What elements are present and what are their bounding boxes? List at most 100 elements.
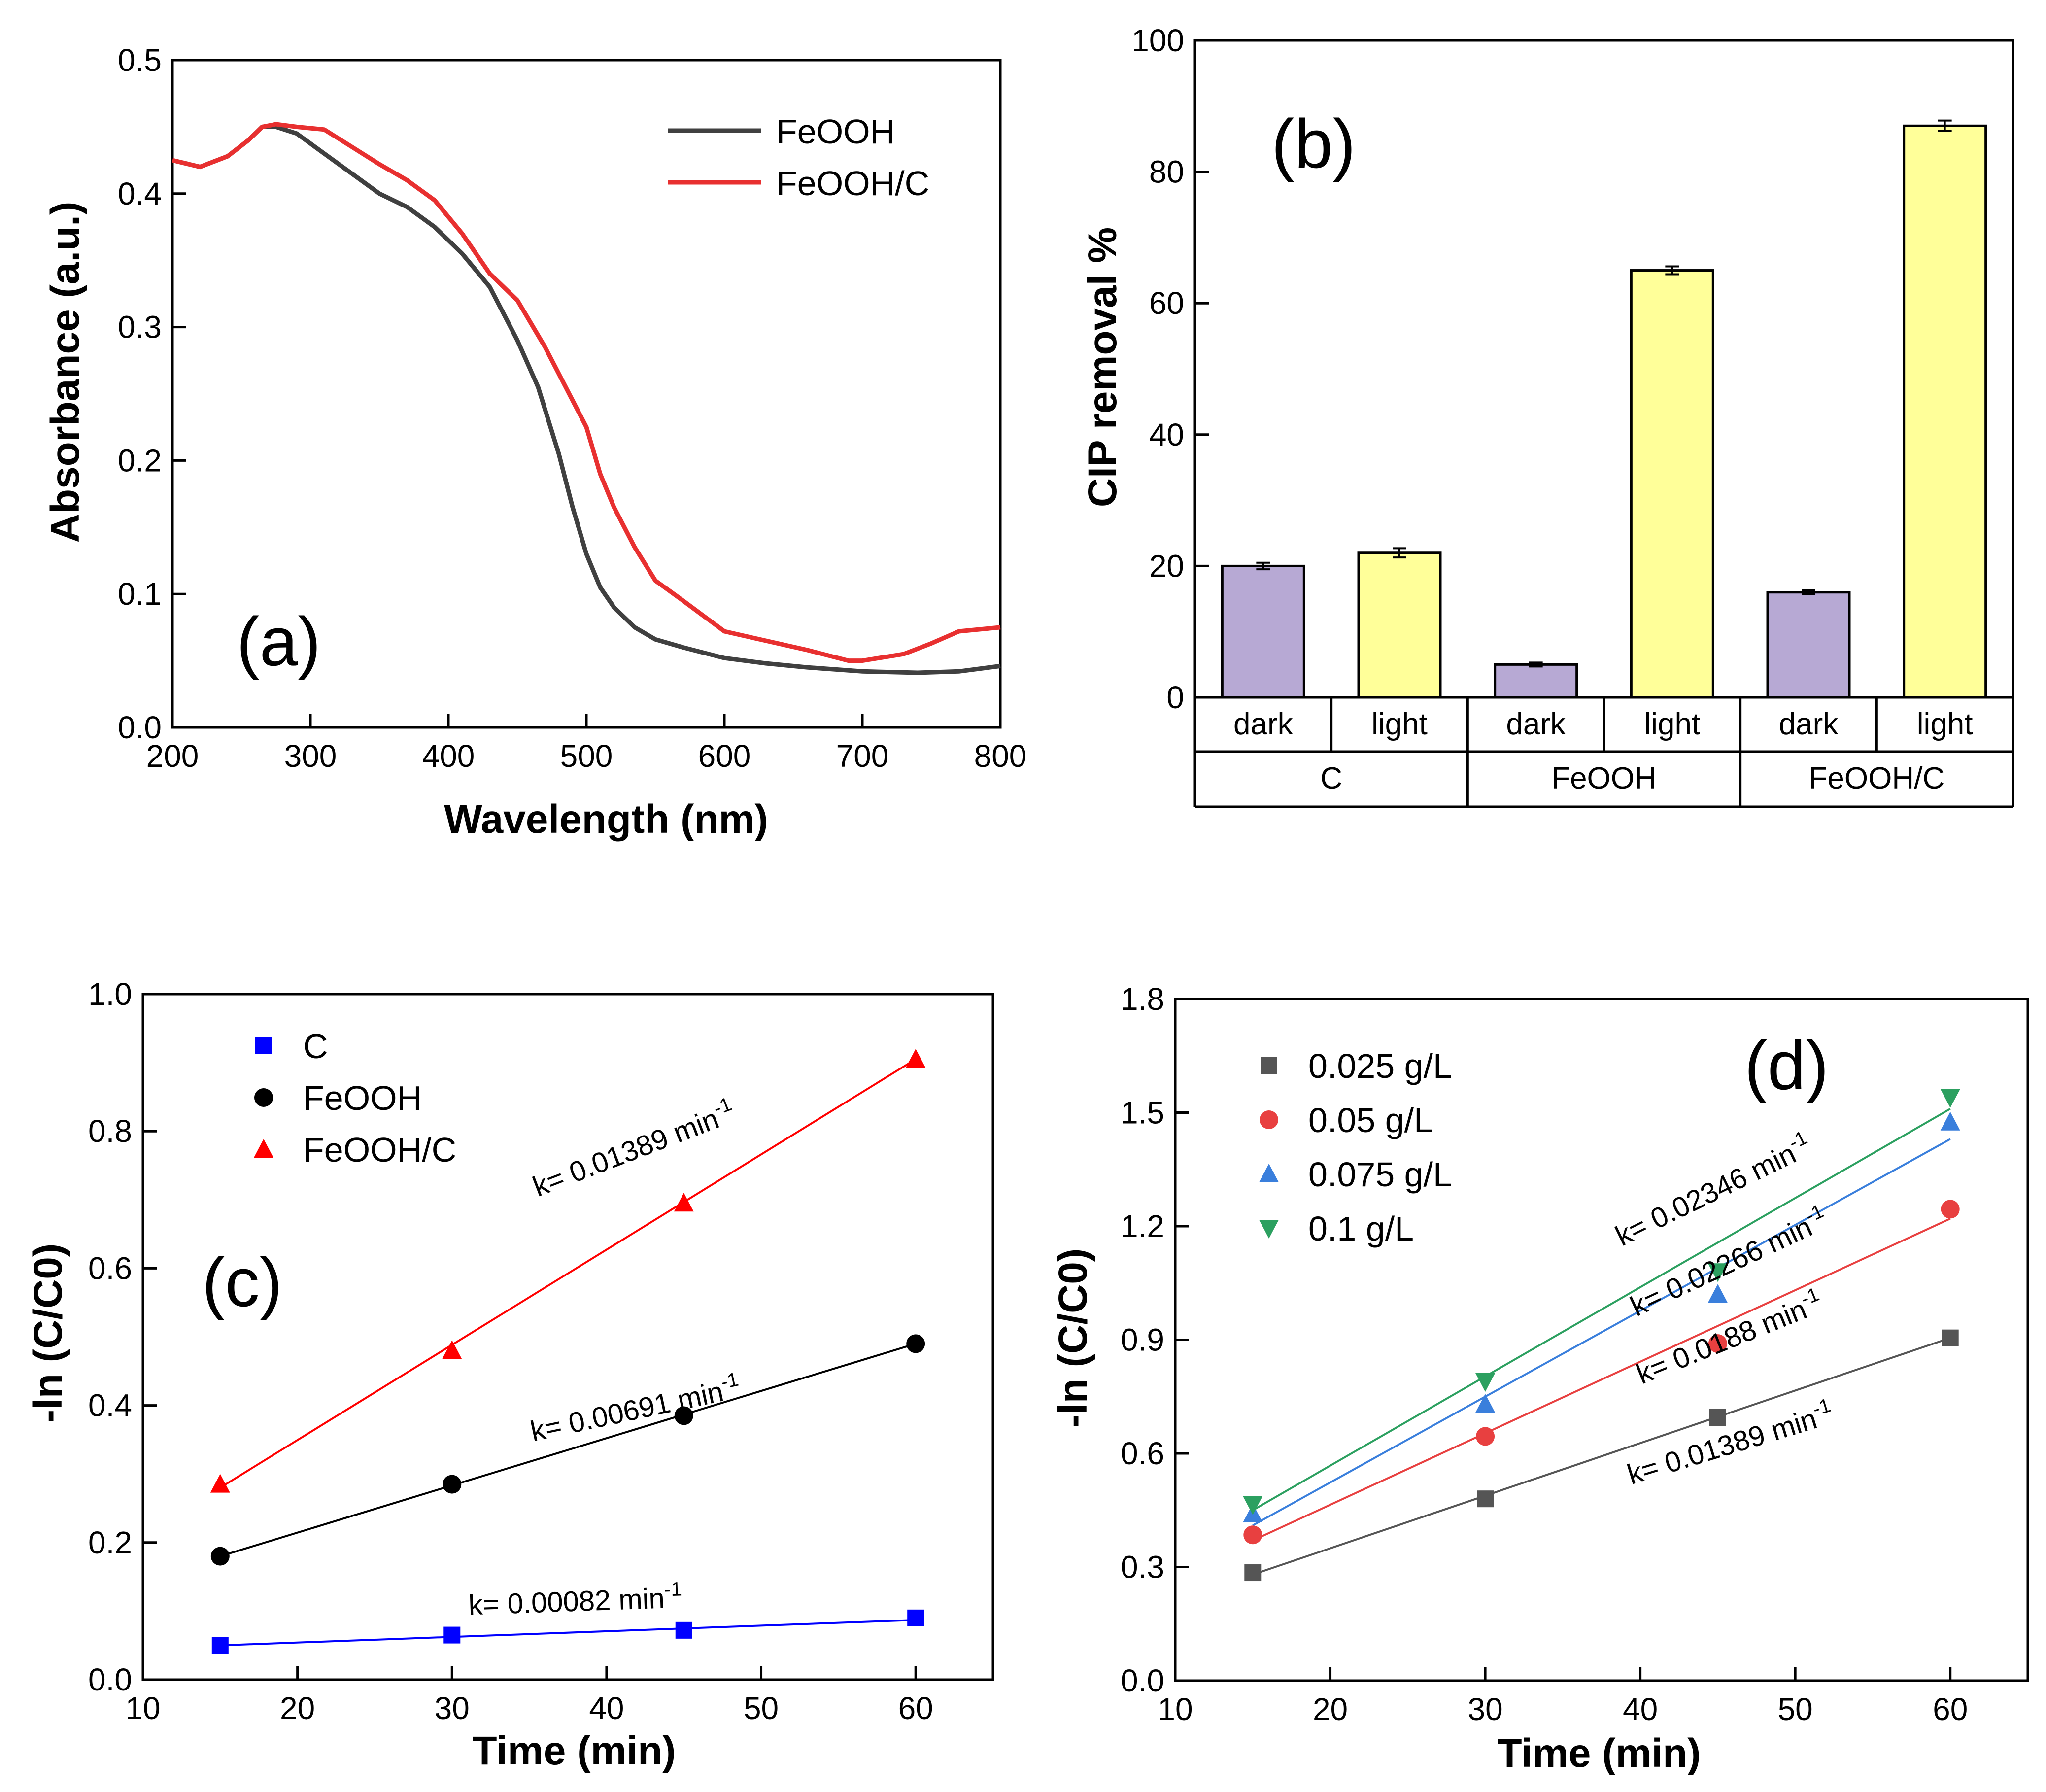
panel-a-xtick-label: 200 <box>146 738 199 774</box>
panel-d-triangle-down-marker <box>1940 1089 1960 1108</box>
panel-a-xtick-label: 800 <box>974 738 1027 774</box>
panel-d-xtick-label: 50 <box>1778 1691 1813 1727</box>
panel-d-legend-entry: 0.025 g/L <box>1308 1047 1452 1085</box>
panel-c-xtick-label: 10 <box>125 1690 160 1726</box>
panel-d-ytick-label: 1.8 <box>1121 981 1164 1017</box>
panel-c-triangle-marker <box>674 1193 694 1212</box>
panel-b-bar <box>1221 564 1305 699</box>
panel-b-group-label: FeOOH/C <box>1809 761 1945 795</box>
panel-d-fit-line <box>1252 1217 1951 1542</box>
panel-a-series-line <box>171 122 1001 663</box>
panel-b-condition-label: light <box>1917 707 1973 741</box>
panel-c-legend-entry: FeOOH <box>303 1079 422 1117</box>
panel-c-fit-line <box>219 1058 917 1489</box>
panel-c-fit-line <box>220 1619 916 1647</box>
panel-d-ytick-label: 1.2 <box>1121 1208 1164 1244</box>
panel-a-xtick-label: 400 <box>422 738 475 774</box>
panel-c-circle-marker <box>906 1334 925 1353</box>
panel-d-triangle-down-marker <box>1475 1373 1496 1392</box>
panel-c-ytick-label: 1.0 <box>88 976 132 1012</box>
panel-d-circle-marker <box>1243 1525 1262 1545</box>
panel-a-ytick-label: 0.2 <box>118 443 162 478</box>
panel-a-ytick-label: 0.4 <box>118 176 162 211</box>
panel-b-ylabel: CIP removal % <box>1080 227 1125 507</box>
panel-d-label: (d) <box>1744 1027 1829 1104</box>
panel-d-ytick-label: 0.3 <box>1121 1550 1164 1585</box>
panel-c-fit-line <box>220 1343 916 1557</box>
panel-a-xtick-label: 700 <box>836 738 889 774</box>
panel-c-rate-constant-unit-exponent: -1 <box>719 1369 741 1393</box>
panel-d-circle-marker <box>1708 1334 1727 1353</box>
panel-d-ytick-label: 0.9 <box>1121 1322 1164 1358</box>
panel-c-rate-constant-text: k= 0.00691 min <box>528 1376 726 1447</box>
panel-c-xtick-label: 20 <box>280 1690 315 1726</box>
panel-a-xtick-label: 300 <box>284 738 337 774</box>
panel-b-ytick-label: 60 <box>1149 285 1184 321</box>
panel-a-ytick-label: 0.5 <box>118 42 162 78</box>
panel-c: (c) Time (min) -ln (C/C0) <box>26 1243 676 1773</box>
panel-b-ytick-label: 100 <box>1131 23 1184 58</box>
panel-a-series-line <box>171 124 1001 675</box>
panel-b-bar <box>1766 591 1851 699</box>
panel-d-circle-marker <box>1941 1200 1960 1219</box>
panel-b-group-label: C <box>1320 761 1342 795</box>
panel-d-legend-entry: 0.05 g/L <box>1308 1101 1433 1139</box>
panel-b-bar <box>1357 551 1442 699</box>
panel-c-xtick-label: 60 <box>898 1690 933 1726</box>
panel-d-ytick-label: 0.6 <box>1121 1436 1164 1471</box>
panel-c-xtick-label: 50 <box>744 1690 779 1726</box>
panel-c-triangle-marker <box>906 1049 926 1068</box>
panel-d-triangle-down-marker <box>1243 1496 1263 1515</box>
panel-c-square-marker <box>211 1637 229 1654</box>
panel-d-rate-constant-label: k= 0.01389 min-1 <box>1623 1394 1838 1491</box>
panel-c-circle-marker <box>443 1475 462 1494</box>
panel-c-triangle-marker <box>442 1340 462 1359</box>
panel-c-rate-constant-text: k= 0.00082 min <box>468 1583 665 1621</box>
panel-a-legend-entry: FeOOH <box>776 112 895 151</box>
panel-c-ytick-label: 0.2 <box>88 1525 132 1560</box>
panel-a-ytick-label: 0.1 <box>118 576 162 612</box>
panel-a-legend-entry: FeOOH/C <box>776 164 929 203</box>
panel-d-xtick-label: 20 <box>1313 1691 1348 1727</box>
panel-d-xtick-label: 30 <box>1467 1691 1502 1727</box>
panel-c-rate-constant-unit-exponent: -1 <box>664 1578 682 1600</box>
panel-d-circle-marker <box>1260 1110 1278 1129</box>
panel-c-square-marker <box>907 1609 924 1626</box>
panel-c-square-marker <box>675 1621 692 1639</box>
panel-b-condition-label: dark <box>1233 707 1294 741</box>
panel-c-xtick-label: 30 <box>435 1690 470 1726</box>
panel-c-label: (c) <box>202 1243 282 1321</box>
panel-c-triangle-marker <box>210 1474 230 1493</box>
panel-b-ytick-label: 20 <box>1149 548 1184 584</box>
panel-d-fit-line <box>1252 1108 1951 1511</box>
panel-d-xtick-label: 10 <box>1158 1691 1193 1727</box>
panel-c-ytick-label: 0.6 <box>88 1250 132 1286</box>
panel-c-circle-marker <box>674 1406 693 1425</box>
panel-d-square-marker <box>1477 1490 1494 1508</box>
panel-c-circle-marker <box>254 1088 273 1107</box>
panel-c-square-marker <box>443 1626 461 1644</box>
panel-c-legend-entry: C <box>303 1027 328 1066</box>
panel-d-ytick-label: 1.5 <box>1121 1095 1164 1131</box>
panel-d-square-marker <box>1244 1564 1262 1582</box>
panel-d-triangle-marker <box>1475 1394 1496 1413</box>
panel-c-square-marker <box>255 1037 272 1054</box>
panel-d-triangle-marker <box>1259 1164 1279 1182</box>
panel-a: (a) Wavelength (nm) Absorbance (a.u.) <box>43 202 768 842</box>
panel-b-bar <box>1903 124 1987 699</box>
panel-b-bar <box>1630 269 1714 699</box>
panel-b-ytick-label: 40 <box>1149 417 1184 452</box>
panel-d-triangle-down-marker <box>1707 1263 1728 1282</box>
panel-c-xlabel: Time (min) <box>472 1728 676 1773</box>
panel-d-triangle-marker <box>1940 1111 1960 1131</box>
panel-d-triangle-down-marker <box>1259 1220 1279 1239</box>
panel-d-ylabel: -ln (C/C0) <box>1051 1248 1095 1428</box>
panel-d-square-marker <box>1942 1329 1959 1346</box>
panel-d-xtick-label: 60 <box>1933 1691 1968 1727</box>
panel-b-bar <box>1494 663 1578 699</box>
panel-a-ylabel: Absorbance (a.u.) <box>43 202 88 543</box>
panel-a-ytick-label: 0.0 <box>118 710 162 745</box>
panel-d-legend-entry: 0.1 g/L <box>1308 1209 1414 1248</box>
panel-d-square-marker <box>1709 1409 1726 1426</box>
